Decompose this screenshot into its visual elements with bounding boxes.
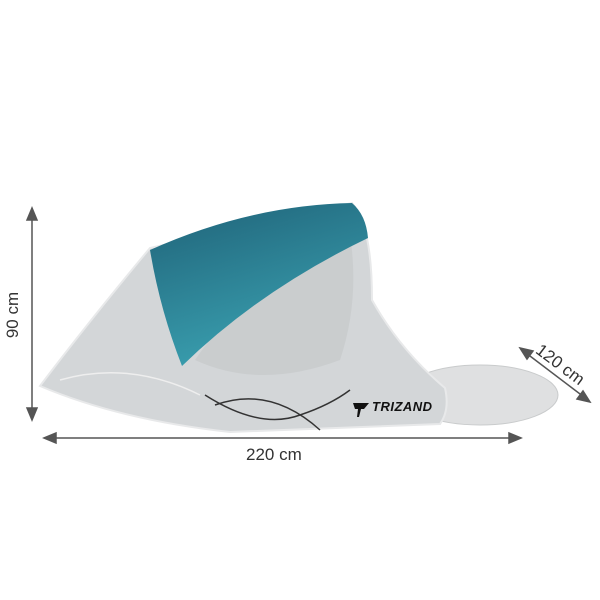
tent-mesh-window xyxy=(195,235,354,375)
brand-name: TRIZAND xyxy=(372,399,433,414)
height-label: 90 cm xyxy=(3,291,23,339)
tent-seam xyxy=(59,372,201,396)
depth-arrow xyxy=(525,352,585,398)
brand-logo-icon xyxy=(353,403,369,417)
tent-canopy xyxy=(150,203,368,366)
tent-frame xyxy=(204,389,351,421)
width-label: 220 cm xyxy=(246,445,302,464)
tent-frame-pole xyxy=(214,398,321,431)
dimension-arrows xyxy=(25,206,592,445)
